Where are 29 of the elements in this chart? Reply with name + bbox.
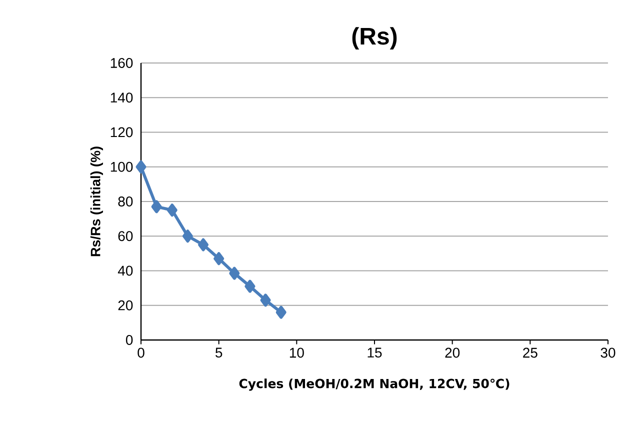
- x-tick-label: 15: [368, 348, 382, 358]
- x-tick-label: 0: [138, 348, 144, 358]
- x-tick-label: 25: [523, 348, 538, 358]
- y-tick-label: 40: [118, 266, 133, 276]
- point: [276, 306, 286, 319]
- chart-title: (Rs): [352, 27, 397, 50]
- y-axis-title: Rs/Rs (initial) (%): [90, 146, 103, 256]
- point: [229, 266, 240, 280]
- point: [198, 238, 209, 252]
- x-tick-label: 30: [600, 348, 616, 358]
- point: [151, 200, 162, 214]
- y-tick-label: 0: [126, 335, 133, 345]
- y-tick-label: 20: [118, 300, 133, 310]
- y-tick-label: 160: [110, 58, 133, 68]
- point: [182, 230, 193, 243]
- point: [244, 280, 256, 293]
- x-tick-label: 5: [216, 348, 222, 358]
- point: [214, 252, 224, 266]
- point: [136, 160, 146, 174]
- y-tick-label: 60: [118, 231, 133, 242]
- x-tick-label: 10: [290, 348, 304, 358]
- x-tick-label: 20: [445, 348, 460, 358]
- y-tick-label: 80: [118, 196, 133, 206]
- y-tick-label: 120: [110, 127, 133, 138]
- y-tick-label: 100: [110, 162, 133, 172]
- point: [260, 294, 271, 307]
- x-axis-title: Cycles (MeOH/0.2M NaOH, 12CV, 50℃): [239, 378, 510, 391]
- point: [166, 204, 178, 217]
- y-tick-label: 140: [110, 92, 133, 103]
